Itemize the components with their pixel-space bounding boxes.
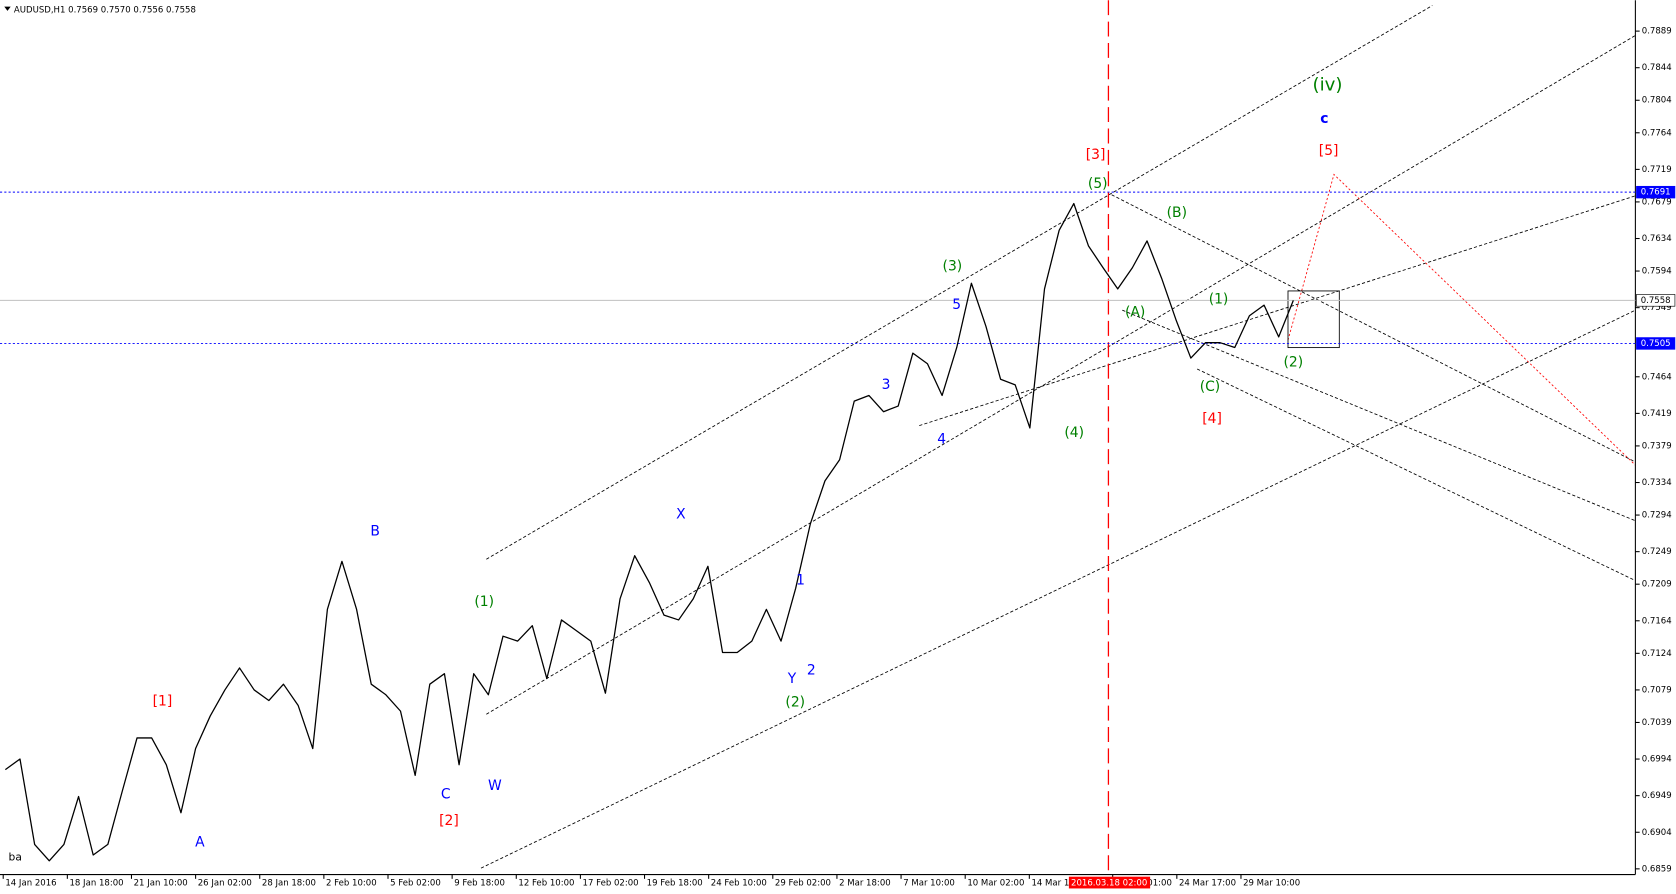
price-level-label: 0.7691 [1641,188,1671,198]
y-tick-label: 0.7679 [1642,197,1672,207]
x-tick-label: 18 Jan 18:00 [69,879,123,889]
wave-label: [4] [1202,411,1222,427]
wave-label: (C) [1200,379,1221,395]
x-tick-label: 10 Mar 02:00 [967,879,1024,889]
x-tick-label: 29 Mar 10:00 [1243,879,1300,889]
y-tick-label: 0.7594 [1642,267,1672,277]
wave-label: 5 [952,297,961,313]
highlight-label-bg [1068,876,1151,889]
wave-label: A [195,834,205,850]
x-tick-label: 28 Jan 18:00 [262,879,316,889]
y-tick-label: 0.7889 [1642,27,1672,37]
wave-label: [2] [439,813,459,829]
x-tick-label: 26 Jan 02:00 [198,879,252,889]
price-level-label: 0.7558 [1641,296,1671,306]
y-tick-label: 0.6994 [1642,755,1672,765]
corner-label: ba [9,850,22,863]
x-tick-label: 2 Mar 18:00 [839,879,891,889]
x-tick-label: 2 Feb 10:00 [326,879,377,889]
price-level-label: 0.7505 [1641,339,1671,349]
wave-label: Y [787,671,797,687]
wave-label: (A) [1125,304,1145,320]
y-tick-label: 0.7804 [1642,96,1672,106]
y-tick-label: 0.6859 [1642,864,1672,874]
x-tick-label: 29 Feb 02:00 [775,879,831,889]
y-tick-label: 0.7464 [1642,372,1672,382]
channel-line [1111,194,1636,463]
wave-label: (2) [785,694,805,710]
menu-arrow[interactable] [4,6,11,11]
wave-label: (iv) [1313,75,1343,96]
x-tick-label: 7 Mar 10:00 [903,879,955,889]
wave-label: [5] [1319,143,1339,159]
wave-label: (3) [943,258,963,274]
highlight-x-label: 2016.03.18 02:00 [1071,879,1147,889]
x-tick-label: 9 Feb 18:00 [454,879,505,889]
y-tick-label: 0.7379 [1642,441,1672,451]
x-tick-label: 17 Feb 02:00 [583,879,639,889]
wave-label: 1 [796,573,805,589]
y-tick-label: 0.7419 [1642,409,1672,419]
x-tick-label: 5 Feb 02:00 [390,879,441,889]
x-tick-label: 19 Feb 18:00 [647,879,703,889]
y-tick-label: 0.7764 [1642,128,1672,138]
price-level-box [1636,294,1676,307]
x-tick-label: 14 Jan 2016 [5,879,56,889]
chart-title: AUDUSD,H1 0.7569 0.7570 0.7556 0.7558 [14,5,196,15]
x-tick-label: 14 Mar 17 [1031,879,1074,889]
y-tick-label: 0.7079 [1642,685,1672,695]
wave-label: [3] [1086,147,1106,163]
wave-label: B [370,523,380,539]
x-tick-label: 12 Feb 10:00 [518,879,574,889]
wave-label: (4) [1064,425,1084,441]
y-tick-label: 0.7844 [1642,63,1672,73]
x-tick-label: 24 Mar 17:00 [1179,879,1236,889]
wave-label: 4 [937,432,946,448]
y-tick-label: 0.7294 [1642,511,1672,521]
wave-label: C [441,786,451,802]
target-box [1287,290,1340,349]
y-tick-label: 0.7209 [1642,580,1672,590]
y-tick-label: 0.7549 [1642,303,1672,313]
price-level-box [1636,185,1676,199]
wave-label: (5) [1088,176,1108,192]
y-tick-label: 0.7249 [1642,547,1672,557]
y-tick-label: 0.7634 [1642,234,1672,244]
wave-label: c [1320,111,1328,127]
y-tick-label: 0.6904 [1642,828,1672,838]
wave-label: 3 [882,377,891,393]
y-tick-label: 0.7334 [1642,478,1672,488]
channel-line [486,5,1433,560]
wave-label: 2 [807,662,816,678]
wave-label: (2) [1284,355,1304,371]
wave-label: (1) [1209,291,1229,307]
channel-line [1196,368,1636,581]
wave-label: (1) [474,594,494,610]
wave-label: X [676,506,686,522]
drawings [480,0,1636,875]
x-tick-label: 24 Feb 10:00 [711,879,767,889]
y-tick-label: 0.7124 [1642,649,1672,659]
channel-line [1122,309,1636,522]
y-tick-label: 0.7039 [1642,718,1672,728]
wave-label: [1] [153,693,173,709]
y-tick-label: 0.7719 [1642,165,1672,175]
y-tick-label: 0.7164 [1642,616,1672,626]
wave-label: (B) [1167,205,1187,221]
price-level-box [1636,337,1676,350]
channel-line [919,195,1636,427]
wave-label: W [488,778,502,794]
y-tick-label: 0.6949 [1642,791,1672,801]
channel-line [486,35,1636,715]
x-tick-label: 21 Jan 10:00 [134,879,188,889]
price-line [4,202,1294,862]
projection-line [1287,173,1636,466]
